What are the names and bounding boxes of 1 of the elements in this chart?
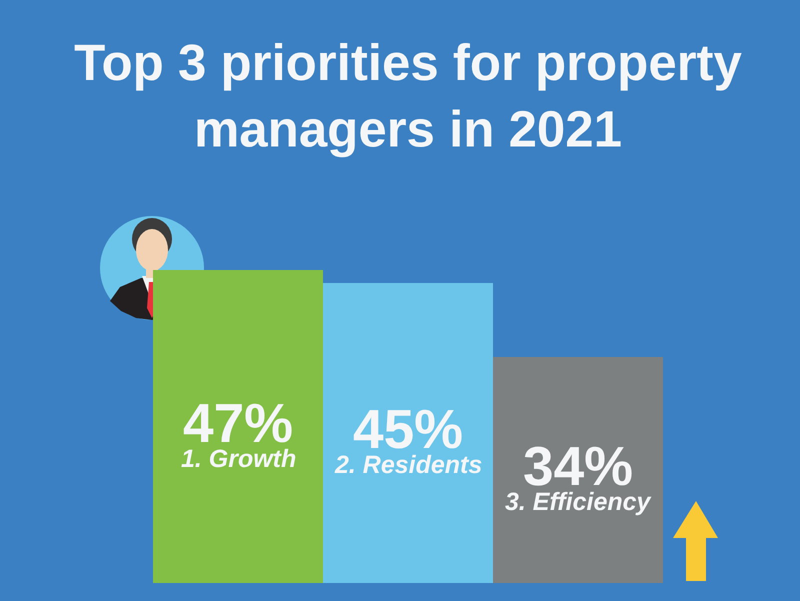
chart-title: Top 3 priorities for property managers in 2021 — [74, 34, 743, 158]
